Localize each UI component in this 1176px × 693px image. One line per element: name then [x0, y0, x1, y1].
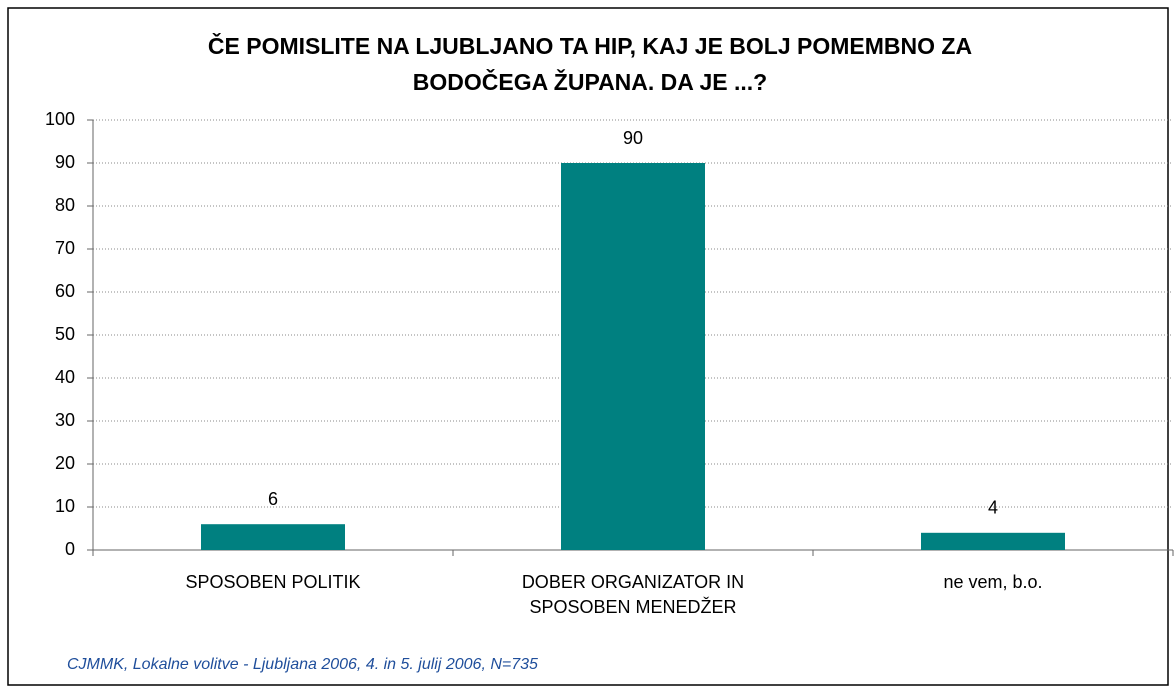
bar	[921, 532, 1065, 550]
data-label: 6	[268, 489, 278, 509]
bar	[561, 163, 705, 550]
y-tick-label: 50	[55, 324, 75, 344]
y-tick-label: 80	[55, 195, 75, 215]
y-tick-label: 10	[55, 496, 75, 516]
y-tick-label: 90	[55, 152, 75, 172]
data-label: 4	[988, 498, 998, 518]
bar	[201, 524, 345, 550]
x-tick-label: DOBER ORGANIZATOR IN SPOSOBEN MENEDŽER	[521, 572, 745, 617]
x-tick-label: ne vem, b.o.	[943, 572, 1043, 592]
x-tick-label: SPOSOBEN POLITIK	[185, 572, 361, 592]
y-tick-label: 30	[55, 410, 75, 430]
source-note: CJMMK, Lokalne volitve - Ljubljana 2006,…	[67, 656, 538, 673]
y-tick-label: 40	[55, 367, 75, 387]
y-tick-label: 0	[65, 539, 75, 559]
chart-title: ČE POMISLITE NA LJUBLJANO TA HIP, KAJ JE…	[207, 33, 973, 95]
y-tick-label: 20	[55, 453, 75, 473]
y-tick-label: 100	[45, 109, 75, 129]
y-tick-label: 70	[55, 238, 75, 258]
y-tick-label: 60	[55, 281, 75, 301]
data-label: 90	[623, 128, 643, 148]
